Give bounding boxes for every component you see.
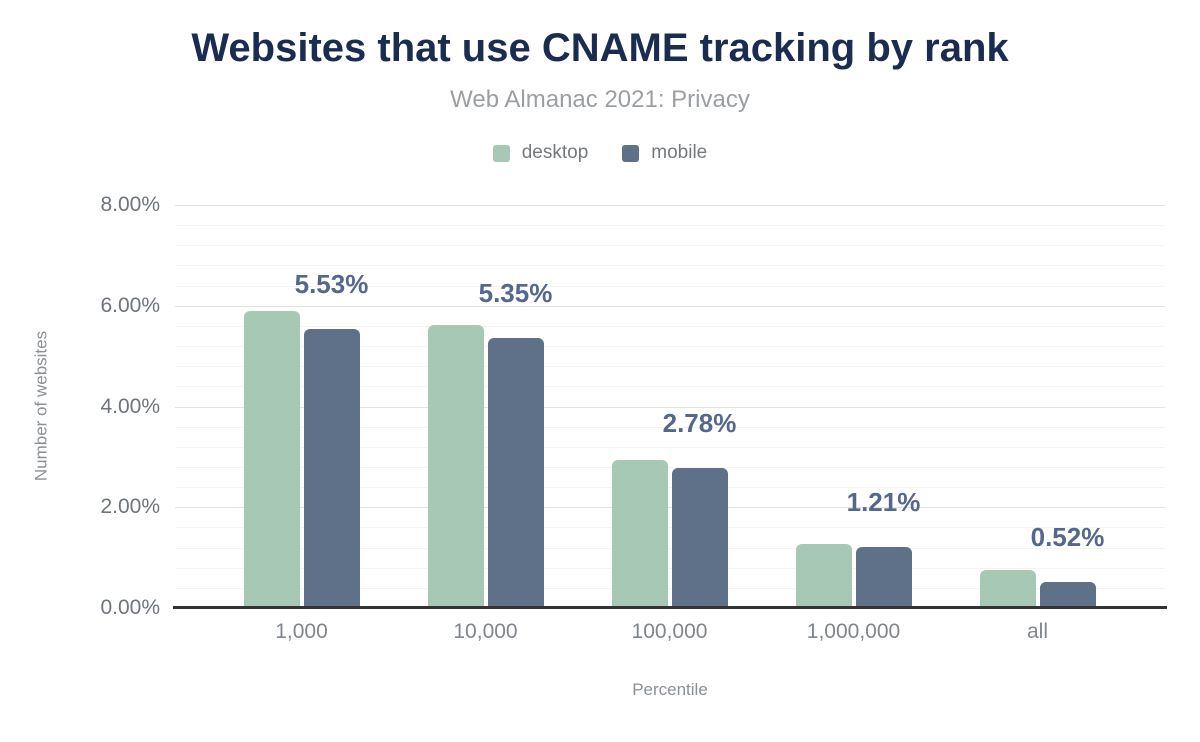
bar-mobile-100-000 <box>671 467 728 608</box>
x-tick-label-10-000: 10,000 <box>453 620 518 643</box>
minor-gridline-5.6 <box>175 326 1165 327</box>
major-gridline-2 <box>175 507 1165 508</box>
major-gridline-6 <box>175 306 1165 307</box>
x-tick-label-100-000: 100,000 <box>631 620 708 643</box>
y-tick-label-4-00-: 4.00% <box>100 394 160 418</box>
bar-desktop-all <box>979 570 1036 608</box>
minor-gridline-1.2 <box>175 548 1165 549</box>
legend-item-desktop: desktop <box>492 142 589 164</box>
value-label-1-000-000: 1.21% <box>846 487 921 518</box>
y-tick-label-0-00-: 0.00% <box>100 596 160 619</box>
bar-mobile-10-000 <box>487 338 544 608</box>
chart-title: Websites that use CNAME tracking by rank <box>191 26 1009 70</box>
legend-label-mobile: mobile <box>651 142 708 163</box>
y-tick-label-6-00-: 6.00% <box>100 293 160 317</box>
bar-mobile-1-000 <box>303 329 360 608</box>
legend: desktop mobile <box>0 142 1200 164</box>
bar-mobile-1-000-000 <box>855 547 912 608</box>
y-tick-label-2-00-: 2.00% <box>100 495 160 519</box>
desktop-legend-swatch <box>492 144 510 162</box>
major-gridline-8 <box>175 205 1165 206</box>
minor-gridline-5.2 <box>175 346 1165 347</box>
major-gridline-4 <box>175 407 1165 408</box>
minor-gridline-7.2 <box>175 245 1165 246</box>
minor-gridline-0.4 <box>175 588 1165 589</box>
x-tick-label-1-000-000: 1,000,000 <box>806 620 901 643</box>
minor-gridline-2.4 <box>175 487 1165 488</box>
minor-gridline-2.8 <box>175 467 1165 468</box>
value-label-10-000: 5.35% <box>478 278 553 309</box>
minor-gridline-6.8 <box>175 265 1165 266</box>
legend-label-desktop: desktop <box>521 142 589 163</box>
mobile-legend-swatch <box>622 144 640 162</box>
y-tick-label-8-00-: 8.00% <box>100 193 160 216</box>
x-axis-title: Percentile <box>632 680 708 699</box>
x-tick-label-1-000: 1,000 <box>275 620 328 643</box>
bar-desktop-1-000 <box>243 310 300 608</box>
x-tick-label-all: all <box>1026 620 1048 643</box>
minor-gridline-4.8 <box>175 366 1165 367</box>
bar-desktop-1-000-000 <box>795 544 852 608</box>
legend-item-mobile: mobile <box>622 142 707 164</box>
chart-subtitle: Web Almanac 2021: Privacy <box>450 86 750 113</box>
minor-gridline-6.4 <box>175 286 1165 287</box>
minor-gridline-3.2 <box>175 447 1165 448</box>
minor-gridline-1.6 <box>175 527 1165 528</box>
value-label-1-000: 5.53% <box>294 269 369 300</box>
x-axis-line <box>173 606 1167 609</box>
bar-mobile-all <box>1039 581 1096 608</box>
minor-gridline-3.6 <box>175 427 1165 428</box>
minor-gridline-7.6 <box>175 225 1165 226</box>
value-label-100-000: 2.78% <box>662 407 737 438</box>
bar-desktop-10-000 <box>427 324 484 608</box>
value-label-all: 0.52% <box>1030 521 1105 552</box>
bar-desktop-100-000 <box>611 460 668 608</box>
minor-gridline-0.8 <box>175 568 1165 569</box>
minor-gridline-4.4 <box>175 386 1165 387</box>
